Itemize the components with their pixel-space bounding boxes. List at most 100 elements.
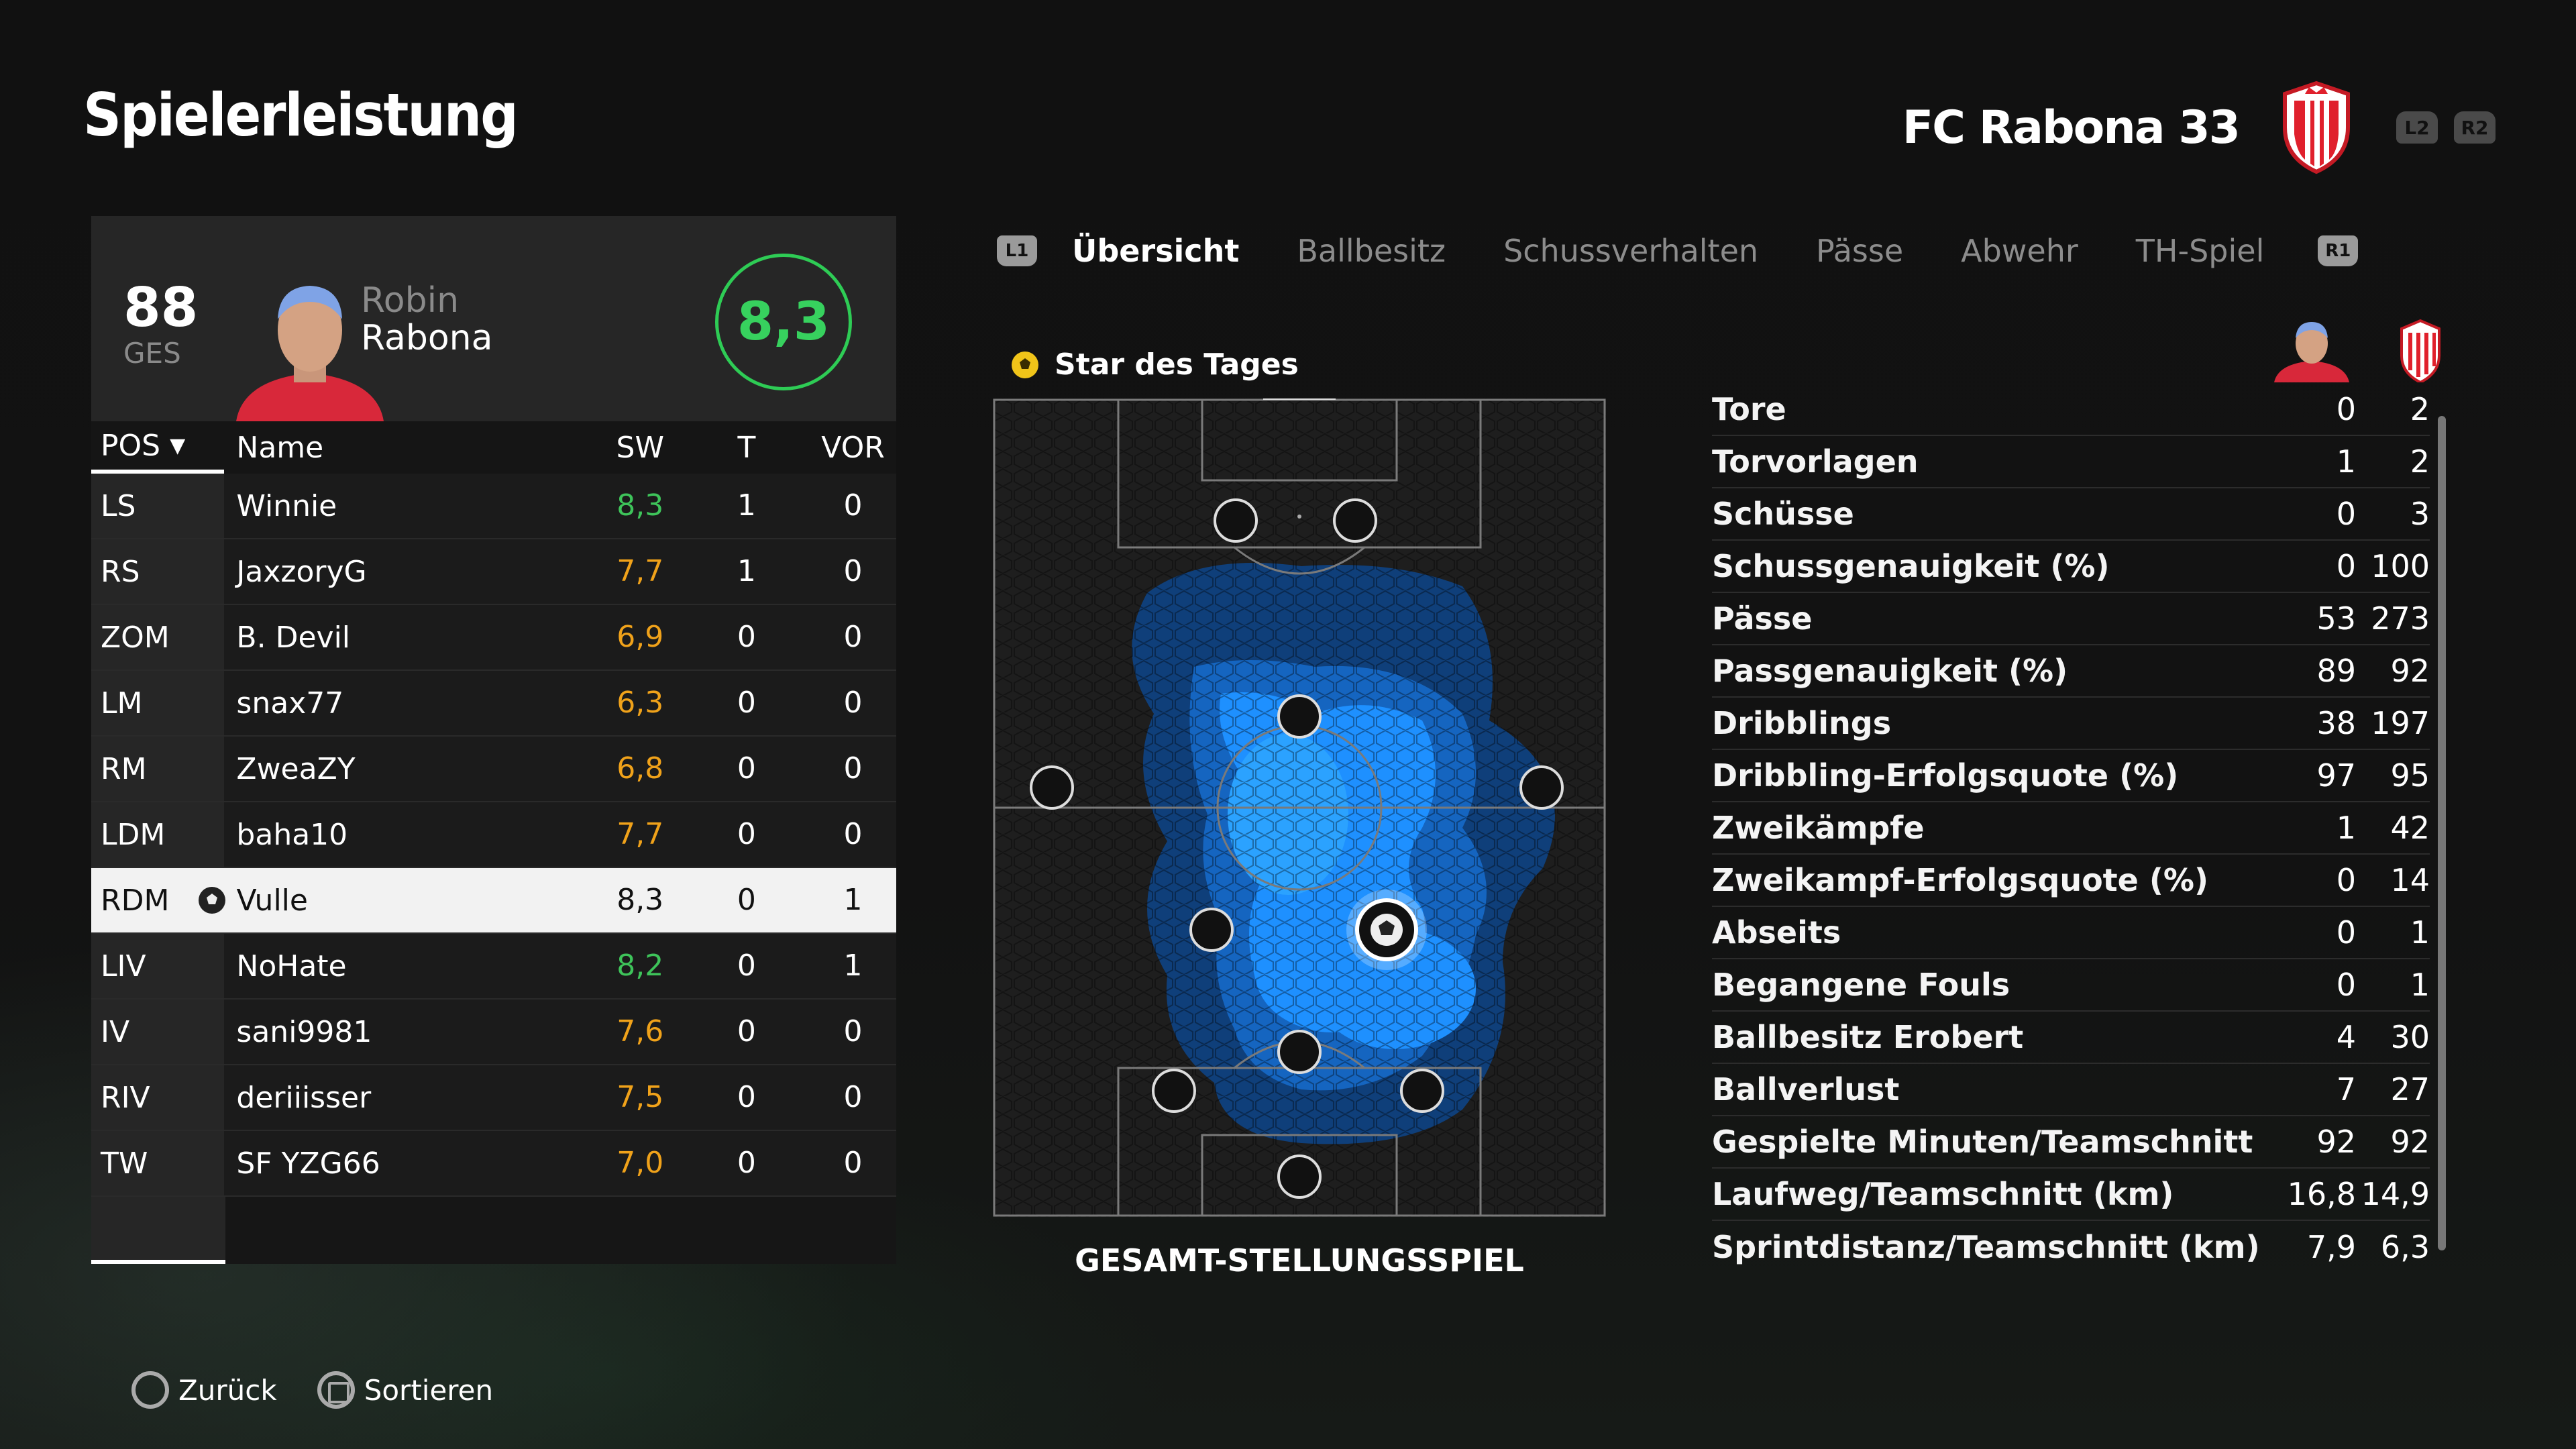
team-column-crest-icon xyxy=(2400,319,2440,382)
stat-team-value: 92 xyxy=(2390,653,2430,689)
table-row[interactable]: LIV NoHate 8,2 0 1 xyxy=(91,934,896,1000)
stat-label: Begangene Fouls xyxy=(1712,967,2010,1003)
row-vor: 0 xyxy=(810,737,896,801)
square-button-icon xyxy=(317,1371,355,1409)
tab-abwehr[interactable]: Abwehr xyxy=(1961,233,2078,269)
star-of-the-day: Star des Tages xyxy=(1010,347,1299,382)
player-last-name: Rabona xyxy=(361,318,493,358)
stat-label: Schüsse xyxy=(1712,496,1854,532)
sort-pos-header[interactable]: POS ▼ xyxy=(91,421,225,474)
stat-label: Passgenauigkeit (%) xyxy=(1712,653,2068,689)
row-vor: 0 xyxy=(810,539,896,604)
row-name: Winnie xyxy=(224,474,597,538)
r2-button[interactable]: R2 xyxy=(2454,111,2496,144)
stat-player-value: 0 xyxy=(2336,548,2356,584)
player-card: 88 GES Robin Rabona 8,3 xyxy=(91,216,896,421)
row-t: 1 xyxy=(683,539,810,604)
tab-paesse[interactable]: Pässe xyxy=(1816,233,1904,269)
header-pos: POS xyxy=(101,428,161,463)
row-pos: LS xyxy=(91,474,225,538)
stat-player-value: 0 xyxy=(2336,967,2356,1003)
table-row[interactable]: RM ZweaZY 6,8 0 0 xyxy=(91,737,896,802)
player-rating: 8,3 xyxy=(715,254,852,390)
sort-button[interactable]: Sortieren xyxy=(317,1371,493,1409)
stat-label: Dribblings xyxy=(1712,705,1892,741)
stat-player-value: 1 xyxy=(2336,443,2356,480)
row-sw: 7,7 xyxy=(596,802,684,867)
stat-team-value: 30 xyxy=(2390,1019,2430,1055)
stat-player-value: 0 xyxy=(2336,862,2356,898)
table-row[interactable]: TW SF YZG66 7,0 0 0 xyxy=(91,1131,896,1197)
l1-button[interactable]: L1 xyxy=(997,235,1037,266)
stats-scrollbar[interactable] xyxy=(2438,416,2446,1250)
row-vor: 0 xyxy=(810,605,896,669)
row-pos: LDM xyxy=(91,802,225,867)
table-row[interactable]: IV sani9981 7,6 0 0 xyxy=(91,1000,896,1065)
stats-table: Tore 0 2 Torvorlagen 1 2 Schüsse 0 3 Schussgen… xyxy=(1712,384,2430,1273)
row-pos: RIV xyxy=(91,1065,225,1130)
stat-team-value: 3 xyxy=(2410,496,2430,532)
table-row[interactable]: LS Winnie 8,3 1 0 xyxy=(91,474,896,539)
header-vor: VOR xyxy=(821,430,885,465)
tab-schussverhalten[interactable]: Schussverhalten xyxy=(1503,233,1759,269)
stat-team-value: 14,9 xyxy=(2361,1176,2430,1212)
row-pos: IV xyxy=(91,1000,225,1064)
stat-row: Ballverlust 7 27 xyxy=(1712,1064,2430,1116)
back-button[interactable]: Zurück xyxy=(131,1371,277,1409)
row-vor: 0 xyxy=(810,671,896,735)
player-overall: 88 xyxy=(123,276,199,339)
table-row[interactable]: RS JaxzoryG 7,7 1 0 xyxy=(91,539,896,605)
stat-player-value: 7 xyxy=(2336,1071,2356,1108)
table-row[interactable]: ZOM B. Devil 6,9 0 0 xyxy=(91,605,896,671)
stat-team-value: 2 xyxy=(2410,391,2430,427)
row-pos: ZOM xyxy=(91,605,225,669)
stat-player-value: 89 xyxy=(2316,653,2356,689)
table-row[interactable]: LM snax77 6,3 0 0 xyxy=(91,671,896,737)
player-column-icon xyxy=(2274,322,2349,382)
tab-uebersicht[interactable]: Übersicht xyxy=(1072,233,1240,269)
stat-player-value: 0 xyxy=(2336,391,2356,427)
r1-button[interactable]: R1 xyxy=(2318,235,2359,266)
stat-player-value: 38 xyxy=(2316,705,2356,741)
header-sw: SW xyxy=(616,430,664,465)
row-sw: 8,2 xyxy=(596,934,684,998)
stat-label: Ballverlust xyxy=(1712,1071,1900,1108)
stat-label: Torvorlagen xyxy=(1712,443,1919,480)
row-t: 1 xyxy=(683,474,810,538)
row-name-cell: Vulle xyxy=(199,868,597,932)
stat-label: Abseits xyxy=(1712,914,1841,951)
row-name: JaxzoryG xyxy=(224,539,597,604)
l2-button[interactable]: L2 xyxy=(2396,111,2438,144)
row-t: 0 xyxy=(683,868,810,932)
row-sw: 7,6 xyxy=(596,1000,684,1064)
stat-row: Laufweg/Teamschnitt (km) 16,8 14,9 xyxy=(1712,1169,2430,1221)
stat-row: Schussgenauigkeit (%) 0 100 xyxy=(1712,541,2430,593)
star-ball-icon xyxy=(1012,351,1038,378)
row-sw: 6,9 xyxy=(596,605,684,669)
row-t: 0 xyxy=(683,671,810,735)
row-vor: 0 xyxy=(810,1065,896,1130)
stat-player-value: 16,8 xyxy=(2287,1176,2356,1212)
stat-row: Dribbling-Erfolgsquote (%) 97 95 xyxy=(1712,750,2430,802)
table-footer xyxy=(225,1197,896,1264)
row-vor: 0 xyxy=(810,1000,896,1064)
selected-player-marker xyxy=(1346,890,1427,970)
stat-row: Abseits 0 1 xyxy=(1712,907,2430,959)
stat-label: Zweikampf-Erfolgsquote (%) xyxy=(1712,862,2209,898)
tab-ballbesitz[interactable]: Ballbesitz xyxy=(1297,233,1446,269)
table-row[interactable]: RIV deriiisser 7,5 0 0 xyxy=(91,1065,896,1131)
stat-row: Zweikämpfe 1 42 xyxy=(1712,802,2430,855)
row-sw: 8,3 xyxy=(596,868,684,932)
stat-player-value: 7,9 xyxy=(2306,1229,2356,1265)
stat-label: Sprintdistanz/Teamschnitt (km) xyxy=(1712,1229,2260,1265)
stat-player-value: 97 xyxy=(2316,757,2356,794)
row-sw: 7,0 xyxy=(596,1131,684,1195)
stat-team-value: 95 xyxy=(2390,757,2430,794)
table-row-selected[interactable]: RDM Vulle 8,3 0 1 xyxy=(91,868,896,934)
row-name: snax77 xyxy=(224,671,597,735)
table-footer-pos xyxy=(91,1197,225,1264)
row-sw: 6,3 xyxy=(596,671,684,735)
row-sw: 8,3 xyxy=(596,474,684,538)
table-row[interactable]: LDM baha10 7,7 0 0 xyxy=(91,802,896,868)
tab-th-spiel[interactable]: TH-Spiel xyxy=(2135,233,2265,269)
